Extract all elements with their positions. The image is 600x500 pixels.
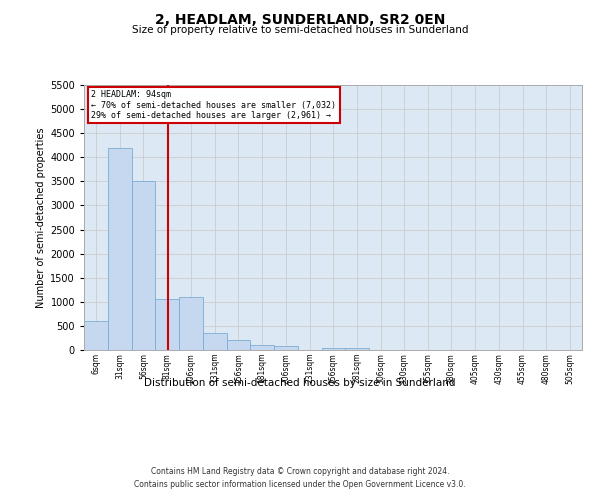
Bar [155,300,179,350]
Bar [346,348,369,350]
Bar [179,297,203,350]
Bar [108,148,131,350]
Bar [131,182,155,350]
Text: Size of property relative to semi-detached houses in Sunderland: Size of property relative to semi-detach… [132,25,468,35]
Text: 2, HEADLAM, SUNDERLAND, SR2 0EN: 2, HEADLAM, SUNDERLAND, SR2 0EN [155,12,445,26]
Y-axis label: Number of semi-detached properties: Number of semi-detached properties [36,127,46,308]
Bar [250,345,274,350]
Text: Contains public sector information licensed under the Open Government Licence v3: Contains public sector information licen… [134,480,466,489]
Bar [203,333,227,350]
Bar [227,340,250,350]
Bar [84,321,108,350]
Text: Contains HM Land Registry data © Crown copyright and database right 2024.: Contains HM Land Registry data © Crown c… [151,468,449,476]
Text: 2 HEADLAM: 94sqm
← 70% of semi-detached houses are smaller (7,032)
29% of semi-d: 2 HEADLAM: 94sqm ← 70% of semi-detached … [91,90,337,120]
Bar [274,346,298,350]
Bar [322,348,346,350]
Text: Distribution of semi-detached houses by size in Sunderland: Distribution of semi-detached houses by … [144,378,456,388]
